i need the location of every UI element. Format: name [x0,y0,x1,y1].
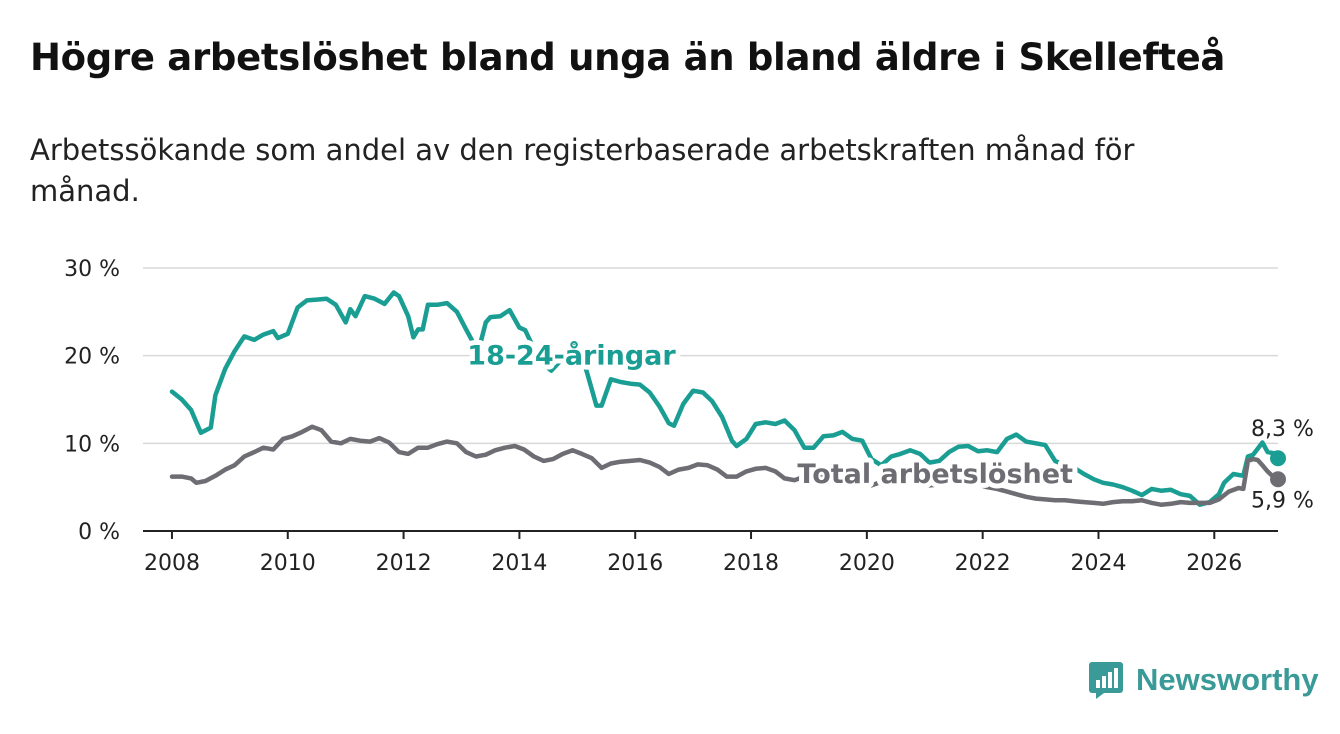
brand-name: Newsworthy [1136,662,1319,697]
x-tick-label: 2024 [1070,551,1126,576]
y-tick-label: 30 % [64,257,120,282]
x-tick-label: 2014 [491,551,547,576]
axes: 0 % 10 % 20 % 30 % 2008 2010 2012 2014 2016 2018 2… [64,257,1278,576]
newsworthy-logo-icon [1089,662,1123,699]
series-end-label: 5,9 % [1251,488,1314,513]
series-name-label: Total arbetslöshet [797,459,1073,490]
series-lines [169,290,1286,507]
x-tick-label: 2016 [607,551,663,576]
series-end-marker [1270,471,1286,488]
y-tick-label: 20 % [64,345,120,370]
x-tick-label: 2008 [144,551,200,576]
x-tick-label: 2012 [376,551,432,576]
gridlines [143,267,1278,445]
chart-subtitle: Arbetssökande som andel av den registerb… [30,133,1135,208]
series-end-label: 8,3 % [1251,417,1314,442]
series-labels: 8,3 % 5,9 % 18-24-åringar Total arbetslöshe… [462,334,1314,513]
series-line-total [169,424,1281,507]
series-end-marker [1270,450,1286,467]
chart-title: Högre arbetslöshet bland unga än bland ä… [30,36,1226,79]
y-tick-label: 10 % [64,432,120,457]
x-tick-label: 2026 [1186,551,1242,576]
x-tick-label: 2018 [723,551,779,576]
x-tick-label: 2022 [955,551,1011,576]
newsworthy-logo: Newsworthy [1088,660,1319,700]
x-tick-label: 2010 [260,551,316,576]
series-name-label: 18-24-åringar [467,339,676,371]
y-tick-label: 0 % [78,520,120,545]
series-line-young [169,290,1281,507]
x-tick-label: 2020 [839,551,895,576]
